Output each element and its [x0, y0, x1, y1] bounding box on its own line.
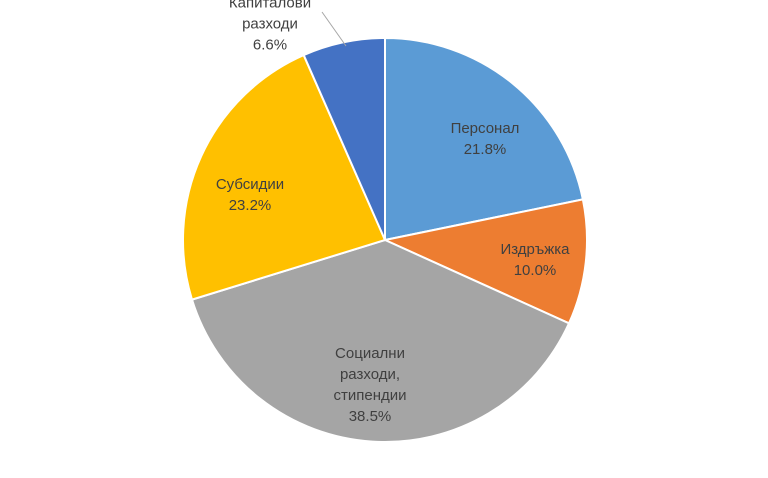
value-label: 21.8% — [463, 141, 507, 158]
slice-label: Капиталови разходи 6.6% — [225, 0, 315, 56]
slice-label: Персонал 21.8% — [425, 118, 545, 160]
value-label: 38.5% — [348, 408, 392, 425]
value-label: 6.6% — [252, 36, 288, 54]
pie-slice — [182, 53, 387, 301]
category-label: Капиталови разходи — [228, 0, 312, 33]
category-label: Персонал — [450, 120, 520, 137]
pie-slice — [190, 238, 571, 443]
category-label: Социални разходи, стипендии — [333, 345, 407, 404]
category-label: Субсидии — [215, 176, 285, 193]
category-label: Издръжка — [500, 241, 570, 258]
slice-label: Субсидии 23.2% — [190, 174, 310, 216]
slice-label: Социални разходи, стипендии 38.5% — [320, 343, 420, 427]
value-label: 23.2% — [228, 197, 272, 214]
value-label: 10.0% — [513, 262, 557, 279]
pie-slice — [384, 36, 585, 242]
pie-slice — [381, 198, 588, 325]
leader-line — [321, 11, 347, 47]
slice-label: Издръжка 10.0% — [475, 239, 595, 281]
